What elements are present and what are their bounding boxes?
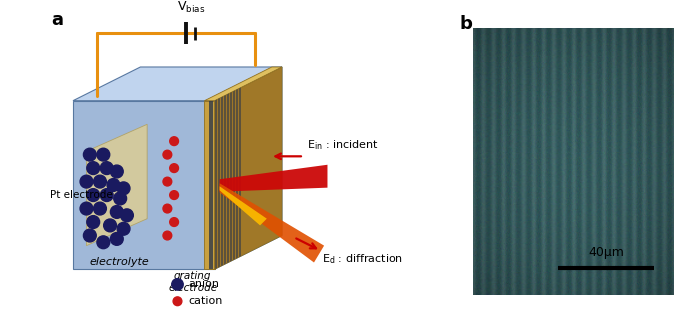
Polygon shape (221, 96, 223, 266)
Polygon shape (86, 124, 147, 246)
Polygon shape (215, 67, 282, 269)
Circle shape (80, 175, 93, 188)
Circle shape (170, 164, 179, 173)
Polygon shape (236, 89, 238, 258)
Circle shape (100, 162, 113, 174)
Text: E$_{\mathregular{in}}$ : incident: E$_{\mathregular{in}}$ : incident (307, 138, 379, 152)
Circle shape (83, 148, 96, 161)
Polygon shape (218, 98, 220, 268)
Text: Pt electrode: Pt electrode (50, 190, 113, 200)
Polygon shape (233, 90, 235, 260)
Polygon shape (219, 165, 328, 192)
Circle shape (170, 191, 179, 199)
Circle shape (87, 189, 99, 202)
Circle shape (100, 189, 113, 202)
Circle shape (163, 150, 172, 159)
Circle shape (94, 175, 106, 188)
Polygon shape (204, 67, 282, 101)
Polygon shape (239, 88, 241, 257)
Circle shape (114, 192, 126, 205)
Circle shape (97, 236, 110, 249)
Text: grating
electrode: grating electrode (168, 271, 217, 293)
Polygon shape (215, 67, 282, 269)
Text: a: a (51, 11, 63, 29)
Text: electrolyte: electrolyte (90, 257, 150, 266)
Circle shape (163, 231, 172, 240)
Circle shape (170, 137, 179, 146)
Text: b: b (460, 15, 473, 33)
Polygon shape (227, 94, 229, 263)
Circle shape (117, 182, 130, 195)
Circle shape (110, 165, 124, 178)
Circle shape (87, 216, 99, 228)
Polygon shape (73, 101, 215, 269)
Circle shape (110, 233, 124, 245)
Text: E$_{\mathregular{d}}$ : diffraction: E$_{\mathregular{d}}$ : diffraction (322, 252, 404, 266)
Polygon shape (73, 67, 282, 101)
Circle shape (172, 279, 184, 290)
Circle shape (97, 148, 110, 161)
Circle shape (104, 219, 117, 232)
Circle shape (110, 205, 124, 218)
Polygon shape (219, 183, 324, 263)
Circle shape (80, 202, 93, 215)
Text: cation: cation (188, 296, 223, 306)
Polygon shape (204, 101, 215, 269)
Polygon shape (224, 95, 226, 264)
Text: V$_{\mathregular{bias}}$: V$_{\mathregular{bias}}$ (177, 0, 205, 15)
Circle shape (117, 222, 130, 235)
Circle shape (163, 204, 172, 213)
Circle shape (107, 179, 120, 191)
Polygon shape (219, 186, 267, 225)
Circle shape (163, 177, 172, 186)
Text: anion: anion (188, 279, 219, 289)
Polygon shape (215, 100, 217, 269)
Circle shape (94, 202, 106, 215)
Circle shape (121, 209, 133, 222)
Circle shape (87, 162, 99, 174)
Circle shape (170, 218, 179, 227)
Polygon shape (230, 92, 232, 262)
Circle shape (83, 229, 96, 242)
Circle shape (173, 297, 182, 306)
